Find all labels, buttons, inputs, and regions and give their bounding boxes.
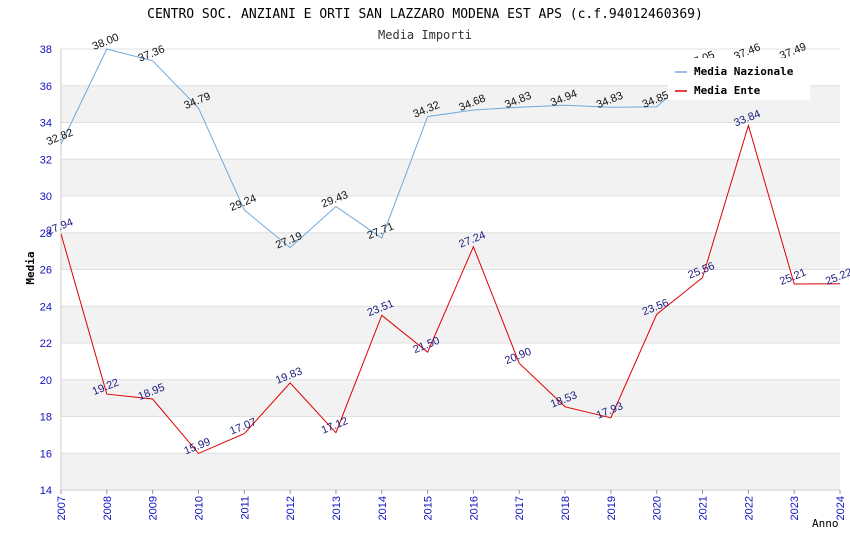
x-tick-label: 2011 <box>239 496 251 520</box>
x-tick-label: 2023 <box>789 496 801 520</box>
x-tick-label: 2015 <box>423 496 435 520</box>
x-tick-label: 2008 <box>102 496 114 520</box>
legend-label-nazionale: Media Nazionale <box>694 65 794 78</box>
y-axis-title: Media <box>24 251 37 284</box>
data-label-ente: 20.90 <box>503 346 533 367</box>
data-label-nazionale: 32.82 <box>45 127 75 148</box>
y-tick-label: 18 <box>40 412 52 424</box>
x-tick-label: 2018 <box>560 496 572 520</box>
legend-box <box>668 58 810 100</box>
x-tick-label: 2019 <box>606 496 618 520</box>
band <box>61 306 840 343</box>
axes <box>60 49 841 494</box>
x-tick-label: 2007 <box>56 496 68 520</box>
y-tick-label: 14 <box>40 485 52 497</box>
series-line-ente <box>60 123 841 455</box>
y-tick-label: 26 <box>40 265 52 277</box>
y-tick-label: 34 <box>40 118 52 130</box>
x-tick-label: 2020 <box>652 496 664 520</box>
x-tick-label: 2012 <box>285 496 297 520</box>
x-tick-label: 2014 <box>377 496 389 520</box>
x-tick-label: 2024 <box>835 496 847 520</box>
data-label-ente: 17.12 <box>320 415 350 436</box>
data-label-nazionale: 38.00 <box>91 31 121 52</box>
y-tick-labels: 14 16 18 20 22 24 26 28 30 32 34 36 38 <box>40 44 52 497</box>
legend-label-ente: Media Ente <box>694 84 761 97</box>
band <box>61 379 840 417</box>
x-axis-title: Anno <box>812 517 839 530</box>
background-bands <box>61 85 840 490</box>
band <box>61 453 840 490</box>
x-tick-labels: 2007 2008 2009 2010 2011 2012 2013 2014 2015 2016… <box>56 496 847 520</box>
x-tick-label: 2022 <box>743 496 755 520</box>
x-tick-label: 2021 <box>698 496 710 520</box>
y-tick-label: 38 <box>40 44 52 56</box>
band <box>61 159 840 196</box>
chart-title: CENTRO SOC. ANZIANI E ORTI SAN LAZZARO M… <box>147 7 703 22</box>
y-tick-label: 32 <box>40 154 52 166</box>
band <box>61 232 840 270</box>
y-tick-label: 22 <box>40 338 52 350</box>
x-tick-label: 2017 <box>514 496 526 520</box>
legend: Media Nazionale Media Ente <box>668 58 810 100</box>
y-tick-label: 36 <box>40 81 52 93</box>
chart-subtitle: Media Importi <box>378 28 472 42</box>
y-tick-label: 16 <box>40 448 52 460</box>
data-label-nazionale: 37.36 <box>137 43 167 64</box>
x-tick-label: 2016 <box>468 496 480 520</box>
y-tick-label: 28 <box>40 228 52 240</box>
x-tick-label: 2009 <box>148 496 160 520</box>
y-tick-label: 30 <box>40 191 52 203</box>
y-tick-label: 20 <box>40 375 52 387</box>
x-tick-label: 2010 <box>193 496 205 520</box>
x-tick-label: 2013 <box>331 496 343 520</box>
y-tick-label: 24 <box>40 301 52 313</box>
